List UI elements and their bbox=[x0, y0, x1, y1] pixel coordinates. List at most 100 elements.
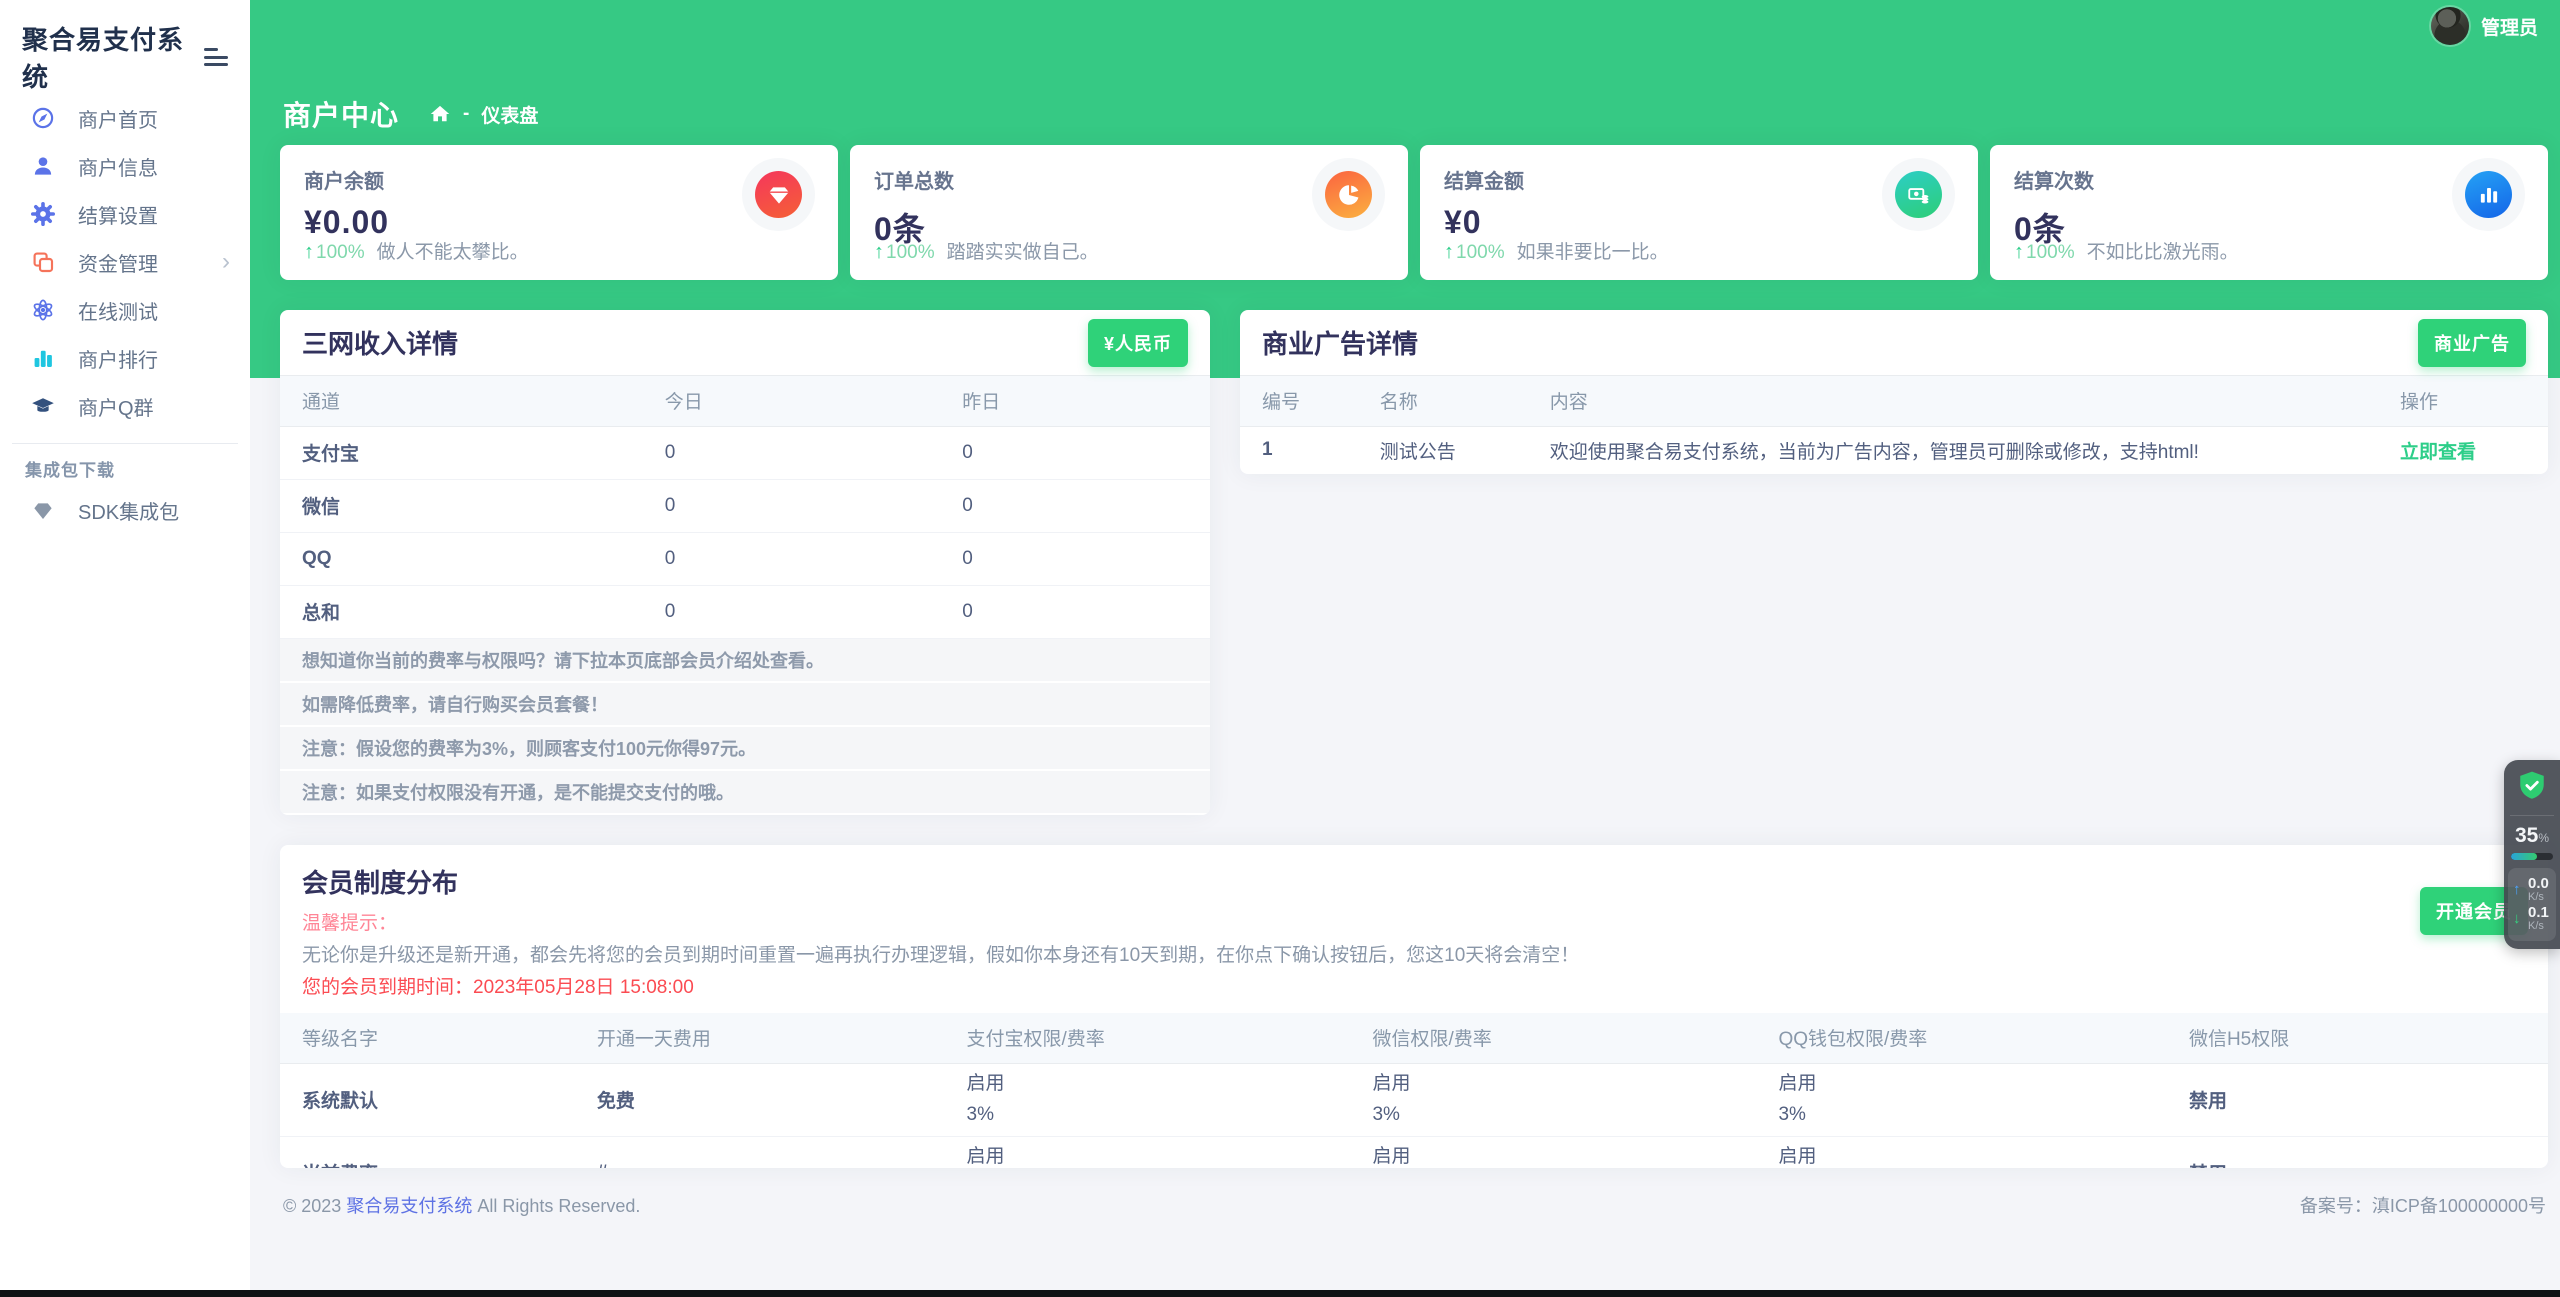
note-row: 想知道你当前的费率与权限吗？请下拉本页底部会员介绍处查看。 bbox=[280, 638, 1210, 683]
ad-panel: 商业广告详情 商业广告 编号 名称 内容 操作 1 测试公告 欢迎使用聚合易支付… bbox=[1240, 310, 2548, 474]
income-panel-title: 三网收入详情 bbox=[302, 329, 459, 359]
column-header: 开通一天费用 bbox=[574, 1013, 945, 1064]
sidebar-item-funds-management[interactable]: 资金管理 › bbox=[0, 238, 250, 286]
sidebar: 聚合易支付系统 商户首页 商户信息 bbox=[0, 0, 250, 1290]
column-header: 编号 bbox=[1240, 376, 1358, 427]
stat-label: 结算金额 bbox=[1444, 171, 1524, 193]
sidebar-item-label: 在线测试 bbox=[78, 301, 158, 324]
breadcrumb-current: 仪表盘 bbox=[481, 105, 539, 127]
footer: © 2023 聚合易支付系统 All Rights Reserved. 备案号：… bbox=[283, 1192, 2546, 1218]
gear-icon bbox=[30, 201, 56, 227]
compass-icon bbox=[30, 105, 56, 131]
stat-note: 如果非要比一比。 bbox=[1516, 242, 1669, 263]
sidebar-item-merchant-info[interactable]: 商户信息 bbox=[0, 142, 250, 190]
app-logo: 聚合易支付系统 bbox=[22, 25, 185, 92]
stat-value: 0条 bbox=[874, 211, 926, 247]
member-panel-title: 会员制度分布 bbox=[302, 868, 459, 898]
user-icon bbox=[30, 153, 56, 179]
table-row: 1 测试公告 欢迎使用聚合易支付系统，当前为广告内容，管理员可删除或修改，支持h… bbox=[1240, 426, 2548, 474]
network-monitor-widget[interactable]: 35% ↑ 0.0 K/s ↓ 0.1 K/s bbox=[2504, 760, 2560, 949]
income-notes: 想知道你当前的费率与权限吗？请下拉本页底部会员介绍处查看。 如需降低费率，请自行… bbox=[280, 638, 1210, 815]
ad-table: 编号 名称 内容 操作 1 测试公告 欢迎使用聚合易支付系统，当前为广告内容，管… bbox=[1240, 376, 2548, 474]
column-header: 昨日 bbox=[940, 376, 1210, 427]
sidebar-divider bbox=[12, 443, 238, 444]
hint-body: 无论你是升级还是新开通，都会先将您的会员到期时间重置一遍再执行办理逻辑，假如你本… bbox=[302, 945, 1580, 966]
copy-icon bbox=[30, 249, 56, 275]
usage-bar bbox=[2511, 853, 2553, 860]
stat-note: 踏踏实实做自己。 bbox=[946, 242, 1099, 263]
sidebar-item-settlement-settings[interactable]: 结算设置 bbox=[0, 190, 250, 238]
bar-chart-icon bbox=[30, 345, 56, 371]
breadcrumb-separator: - bbox=[463, 103, 470, 124]
sidebar-item-online-test[interactable]: 在线测试 bbox=[0, 286, 250, 334]
download-arrow-icon: ↓ bbox=[2513, 910, 2521, 928]
beian-number: 备案号：滇ICP备100000000号 bbox=[2299, 1196, 2546, 1216]
table-row: 微信 0 0 bbox=[280, 479, 1210, 533]
gem-icon bbox=[30, 497, 56, 523]
sidebar-item-merchant-qq-group[interactable]: 商户Q群 bbox=[0, 382, 250, 430]
sidebar-item-label: 商户首页 bbox=[78, 109, 158, 132]
graduation-cap-icon bbox=[30, 393, 56, 419]
trend-value: 100% bbox=[316, 242, 365, 263]
sidebar-sdk: SDK集成包 bbox=[0, 486, 250, 534]
column-header: QQ钱包权限/费率 bbox=[1756, 1013, 2167, 1064]
sidebar-item-label: 商户信息 bbox=[78, 157, 158, 180]
sidebar-section-label: 集成包下载 bbox=[25, 461, 115, 480]
diamond-icon bbox=[755, 171, 802, 218]
stat-cards: 商户余额 ¥0.00 ↑ 100% 做人不能太攀比。 订单总数 0条 ↑ 100… bbox=[280, 145, 2548, 280]
topbar: 管理员 bbox=[250, 0, 2560, 60]
window-edge bbox=[0, 1290, 2560, 1297]
sidebar-menu: 商户首页 商户信息 bbox=[0, 94, 250, 430]
user-profile[interactable]: 管理员 bbox=[2430, 7, 2538, 45]
trend-value: 100% bbox=[1456, 242, 1505, 263]
view-now-link[interactable]: 立即查看 bbox=[2399, 441, 2476, 463]
stat-note: 做人不能太攀比。 bbox=[376, 242, 529, 263]
sidebar-item-merchant-home[interactable]: 商户首页 bbox=[0, 94, 250, 142]
stat-label: 结算次数 bbox=[2014, 171, 2094, 193]
sidebar-header: 聚合易支付系统 bbox=[0, 20, 250, 94]
trend-value: 100% bbox=[2026, 242, 2075, 263]
ad-panel-title: 商业广告详情 bbox=[1262, 329, 1419, 359]
avatar[interactable] bbox=[2430, 7, 2469, 45]
stat-label: 订单总数 bbox=[874, 171, 954, 193]
note-row: 注意：如果支付权限没有开通，是不能提交支付的哦。 bbox=[280, 770, 1210, 815]
upload-speed: ↑ 0.0 K/s bbox=[2513, 875, 2549, 903]
brand-link[interactable]: 聚合易支付系统 bbox=[346, 1196, 473, 1216]
note-row: 注意：假设您的费率为3%，则顾客支付100元你得97元。 bbox=[280, 726, 1210, 771]
home-icon[interactable] bbox=[429, 103, 451, 125]
sidebar-item-merchant-ranking[interactable]: 商户排行 bbox=[0, 334, 250, 382]
member-expire-text: 您的会员到期时间：2023年05月28日 15:08:00 bbox=[302, 977, 694, 998]
table-row: 总和 0 0 bbox=[280, 585, 1210, 639]
trend-value: 100% bbox=[886, 242, 935, 263]
menu-toggle-icon[interactable] bbox=[204, 48, 228, 66]
cpu-percent: 35% bbox=[2510, 815, 2554, 848]
bars-icon bbox=[2465, 171, 2512, 218]
income-table: 通道 今日 昨日 支付宝 0 0 微信 0 0 QQ 0 bbox=[280, 376, 1210, 639]
download-speed: ↓ 0.1 K/s bbox=[2513, 904, 2549, 933]
column-header: 等级名字 bbox=[280, 1013, 575, 1064]
stat-card-settle-count: 结算次数 0条 ↑ 100% 不如比比激光雨。 bbox=[1990, 145, 2548, 280]
sidebar-item-sdk-package[interactable]: SDK集成包 bbox=[0, 486, 250, 534]
stat-value: ¥0 bbox=[1444, 204, 1482, 240]
member-panel: 会员制度分布 温馨提示： 无论你是升级还是新开通，都会先将您的会员到期时间重置一… bbox=[280, 845, 2548, 1168]
username: 管理员 bbox=[2480, 17, 2538, 39]
sidebar-item-label: 商户排行 bbox=[78, 349, 158, 372]
currency-button[interactable]: ¥人民币 bbox=[1087, 318, 1188, 367]
net-speeds: ↑ 0.0 K/s ↓ 0.1 K/s bbox=[2508, 868, 2556, 941]
column-header: 支付宝权限/费率 bbox=[944, 1013, 1351, 1064]
income-panel: 三网收入详情 ¥人民币 通道 今日 昨日 支付宝 0 0 微信 0 bbox=[280, 310, 1210, 815]
breadcrumb: 商户中心 - 仪表盘 bbox=[283, 94, 538, 134]
pie-chart-icon bbox=[1325, 171, 1372, 218]
copyright: © 2023 聚合易支付系统 All Rights Reserved. bbox=[283, 1196, 641, 1216]
column-header: 今日 bbox=[642, 376, 941, 427]
trend-up-icon: ↑ bbox=[874, 241, 884, 263]
stat-value: ¥0.00 bbox=[304, 204, 390, 240]
stat-note: 不如比比激光雨。 bbox=[2086, 242, 2239, 263]
column-header: 微信权限/费率 bbox=[1350, 1013, 1757, 1064]
stat-value: 0条 bbox=[2014, 211, 2066, 247]
trend-up-icon: ↑ bbox=[1444, 241, 1454, 263]
ad-button[interactable]: 商业广告 bbox=[2418, 318, 2526, 367]
stat-card-settle-amount: 结算金额 ¥0 ↑ 100% 如果非要比一比。 bbox=[1420, 145, 1978, 280]
atom-icon bbox=[30, 297, 56, 323]
